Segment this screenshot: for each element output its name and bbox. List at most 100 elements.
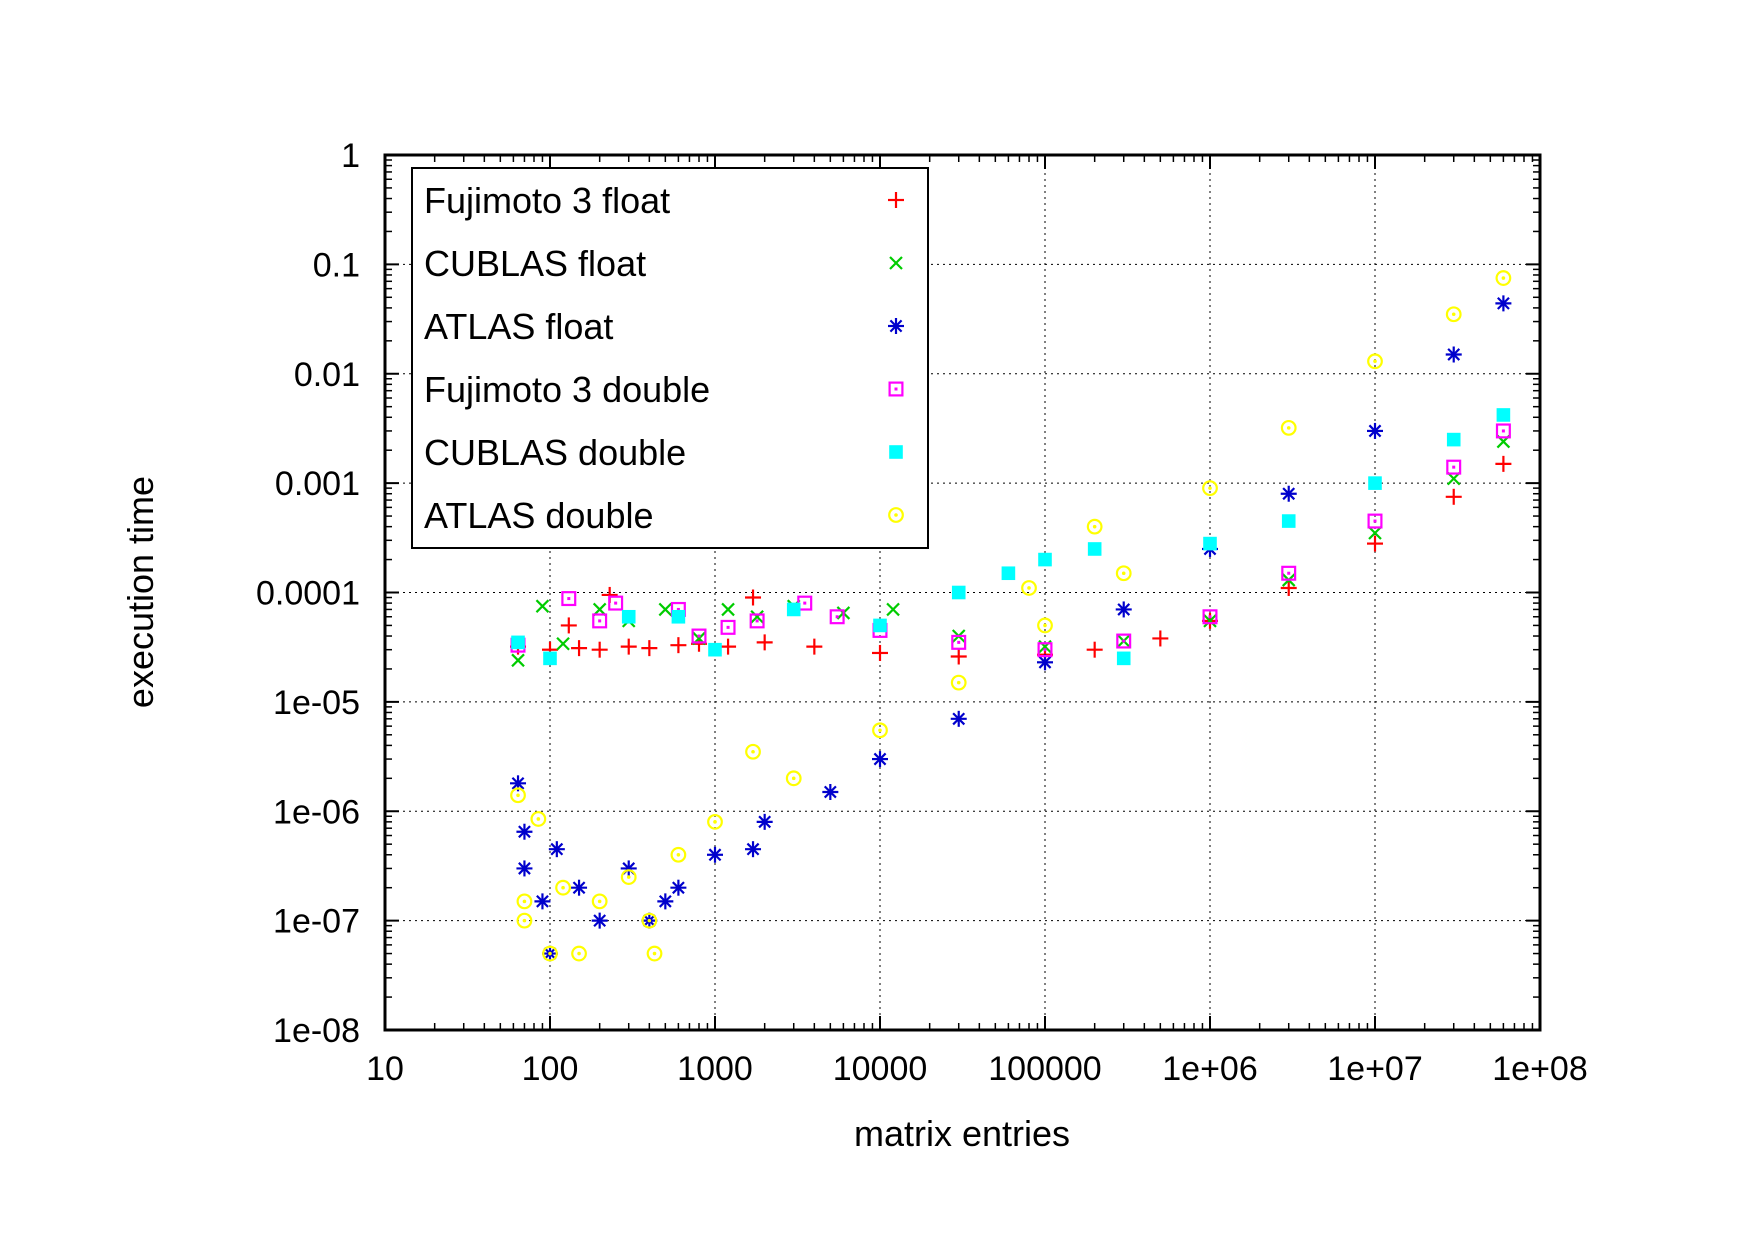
legend-label: Fujimoto 3 double	[424, 369, 710, 410]
data-point	[750, 609, 764, 624]
data-point	[1115, 565, 1132, 582]
data-point	[1495, 270, 1512, 286]
y-tick-label: 0.0001	[256, 575, 360, 613]
data-point	[657, 893, 674, 910]
legend-label: ATLAS float	[424, 306, 613, 347]
data-point	[511, 653, 525, 668]
data-point	[621, 609, 636, 624]
legend-marker	[888, 381, 904, 397]
data-point	[1202, 609, 1218, 625]
data-point	[658, 602, 673, 617]
data-point	[785, 770, 802, 787]
data-point	[1445, 346, 1462, 363]
y-tick-label: 0.1	[313, 246, 360, 284]
y-tick-label: 1e-06	[273, 793, 360, 831]
data-point	[542, 945, 558, 962]
data-point	[670, 637, 687, 654]
data-point	[708, 642, 722, 657]
x-tick-label: 1e+08	[1492, 1050, 1588, 1088]
data-point	[951, 634, 967, 650]
data-point	[950, 674, 967, 691]
y-tick-label: 1e-08	[273, 1012, 360, 1050]
data-point	[556, 636, 570, 651]
data-point	[1281, 565, 1297, 581]
data-point	[1445, 306, 1462, 323]
data-point	[745, 589, 762, 606]
data-point	[1203, 536, 1217, 551]
data-point	[620, 869, 637, 886]
x-tick-label: 1e+07	[1327, 1050, 1423, 1088]
data-point	[592, 613, 608, 629]
data-point	[534, 893, 551, 910]
x-tick-label: 10	[366, 1050, 404, 1088]
data-point	[511, 635, 525, 650]
data-point	[1445, 488, 1462, 505]
data-point	[671, 609, 686, 624]
data-point	[1001, 566, 1016, 581]
data-point	[1037, 642, 1053, 658]
data-point	[886, 602, 900, 617]
data-point	[571, 640, 588, 657]
data-series	[510, 270, 1512, 962]
data-point	[641, 640, 658, 657]
legend-label: CUBLAS double	[424, 432, 686, 473]
data-point	[591, 893, 608, 910]
data-point	[516, 893, 533, 910]
x-tick-label: 100000	[988, 1050, 1101, 1088]
data-point	[1202, 480, 1218, 497]
data-point	[571, 879, 588, 896]
x-tick-label: 1e+06	[1162, 1050, 1258, 1088]
x-tick-label: 10000	[833, 1050, 928, 1088]
data-point	[1280, 419, 1297, 436]
data-point	[691, 628, 707, 644]
data-point	[560, 617, 577, 634]
data-point	[555, 879, 571, 896]
data-point	[1367, 513, 1383, 529]
data-point	[872, 722, 888, 739]
data-point	[872, 644, 888, 661]
data-point	[1152, 630, 1169, 647]
legend-marker	[889, 445, 903, 459]
legend-label: Fujimoto 3 float	[424, 180, 670, 221]
data-point	[670, 846, 687, 863]
data-point	[1495, 455, 1512, 472]
data-point	[591, 641, 608, 658]
data-point	[1446, 459, 1462, 475]
data-point	[1037, 617, 1053, 634]
legend-marker	[889, 256, 903, 270]
data-point	[1038, 552, 1052, 567]
data-point	[872, 751, 888, 768]
data-point	[571, 945, 587, 962]
legend: Fujimoto 3 float CUBLAS float ATLAS float F…	[411, 167, 929, 549]
data-point	[1495, 423, 1511, 439]
series-cublas-double	[511, 408, 1511, 666]
x-tick-label: 100	[522, 1050, 579, 1088]
data-point	[620, 638, 637, 655]
data-point	[873, 618, 887, 633]
x-tick-labels: 10 100 1000 10000 100000 1e+06 1e+07 1e+08	[366, 1050, 1588, 1088]
data-point	[1280, 485, 1297, 502]
data-point	[1086, 518, 1103, 535]
data-point	[670, 879, 687, 896]
data-point	[1086, 641, 1103, 658]
data-point	[745, 743, 761, 760]
data-point	[1368, 526, 1382, 540]
legend-marker	[888, 318, 904, 334]
data-point	[646, 945, 663, 962]
data-point	[516, 860, 533, 877]
data-point	[1280, 579, 1297, 596]
data-point	[1116, 651, 1131, 666]
y-tick-label: 0.001	[275, 465, 360, 503]
x-axis-label: matrix entries	[854, 1113, 1070, 1154]
data-point	[1115, 601, 1132, 618]
legend-box	[411, 167, 929, 549]
y-tick-labels: 1e-08 1e-07 1e-06 1e-05 0.0001 0.001 0.01 0.1 1	[256, 137, 360, 1050]
data-point	[950, 648, 967, 665]
data-point	[641, 912, 658, 929]
data-point	[1367, 535, 1383, 552]
data-point	[1037, 654, 1053, 671]
data-point	[745, 841, 762, 858]
legend-label: ATLAS double	[424, 495, 653, 536]
data-point	[721, 602, 735, 617]
